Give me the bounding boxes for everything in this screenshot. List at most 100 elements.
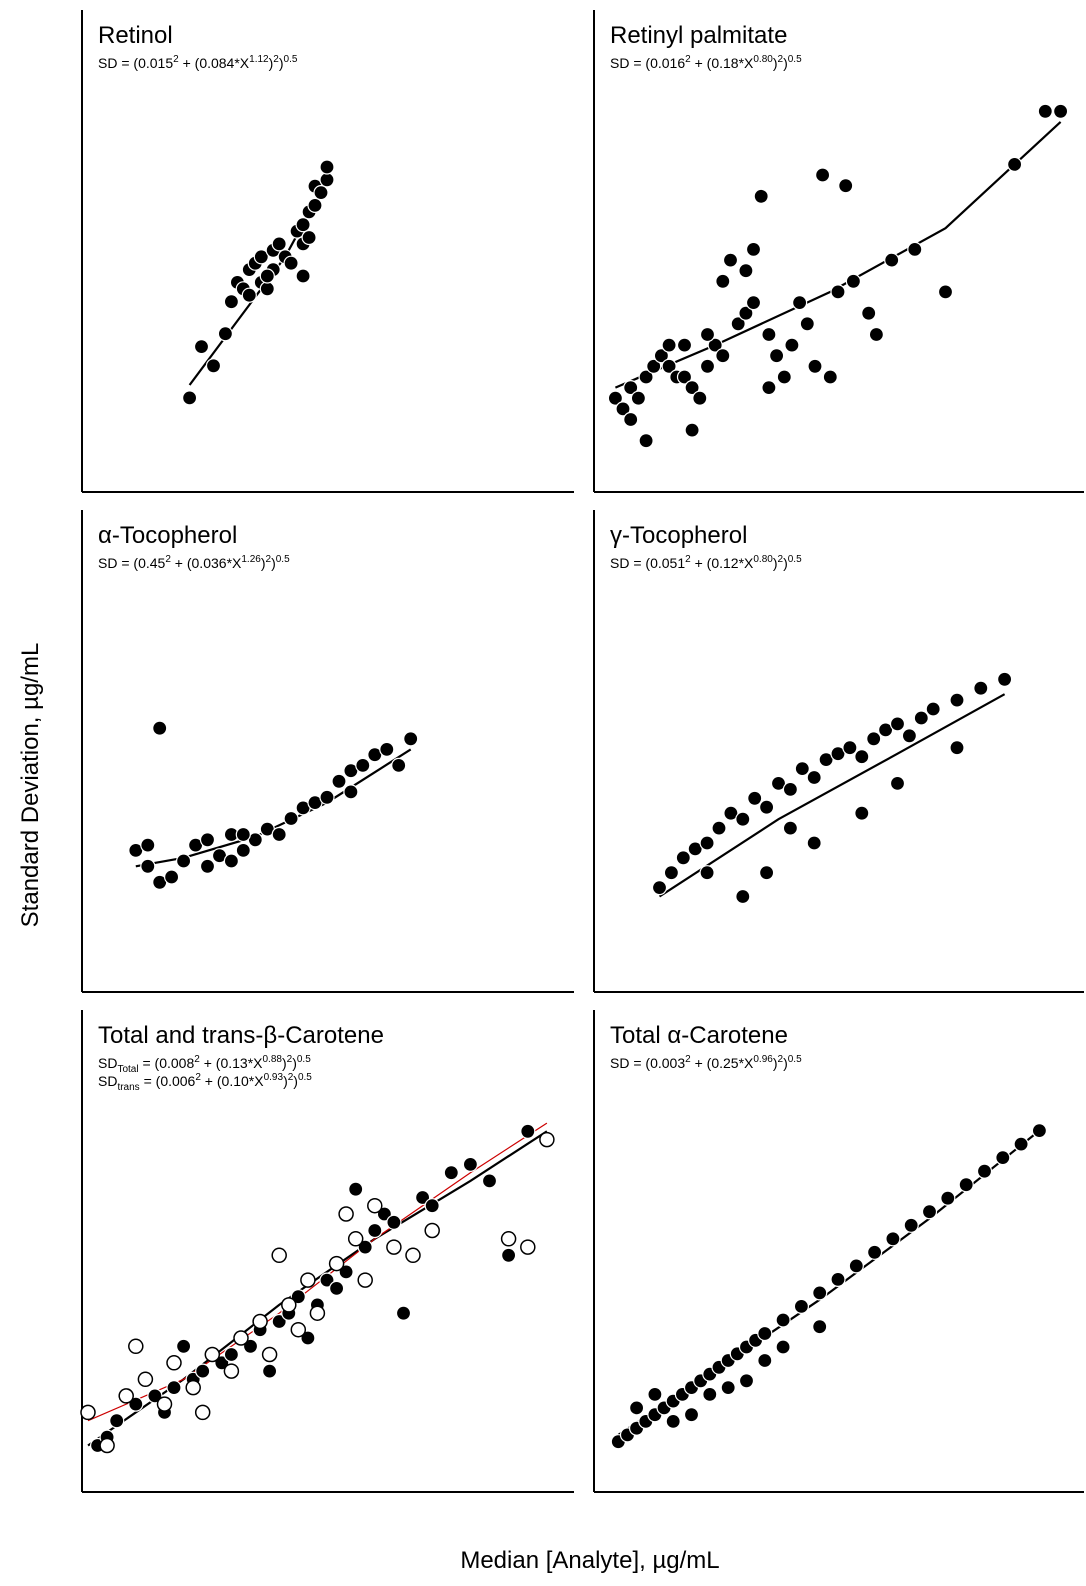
data-point bbox=[638, 369, 654, 385]
data-point bbox=[253, 249, 269, 265]
equation-part: = ( bbox=[629, 55, 650, 71]
data-point bbox=[768, 348, 785, 364]
equation-part: *X bbox=[234, 55, 249, 71]
data-point bbox=[683, 1407, 700, 1423]
data-point bbox=[937, 284, 954, 300]
data-point bbox=[501, 1247, 517, 1263]
data-point-open bbox=[233, 1330, 249, 1346]
data-point bbox=[262, 1363, 278, 1379]
data-point bbox=[868, 326, 885, 343]
data-point bbox=[331, 773, 347, 789]
equation-part: 2 bbox=[288, 1072, 294, 1083]
equation-part: 0.80 bbox=[753, 54, 773, 65]
equation-part: 2 bbox=[685, 1054, 691, 1065]
data-point bbox=[271, 236, 287, 252]
data-point bbox=[205, 358, 222, 374]
data-point bbox=[176, 1338, 192, 1354]
data-point bbox=[623, 380, 639, 396]
data-point bbox=[720, 1379, 736, 1396]
data-point bbox=[415, 1189, 431, 1206]
data-point bbox=[1031, 1122, 1048, 1139]
data-point-open bbox=[281, 1297, 297, 1313]
data-point bbox=[775, 1339, 791, 1355]
equation-part: ) bbox=[293, 1073, 298, 1089]
data-point bbox=[738, 1373, 755, 1389]
data-point bbox=[676, 369, 693, 385]
data-point-open bbox=[357, 1272, 373, 1288]
equation-part: SD bbox=[610, 55, 629, 71]
equation-part: = ( bbox=[139, 1055, 160, 1071]
data-point bbox=[793, 1298, 810, 1315]
equation-part: 0.016 bbox=[650, 55, 685, 71]
equation-part: + ( bbox=[171, 555, 192, 571]
equation-part: ) bbox=[261, 555, 266, 571]
equation-part: 2 bbox=[195, 1072, 201, 1083]
data-point bbox=[775, 1312, 791, 1328]
data-point-open bbox=[367, 1197, 383, 1214]
data-point bbox=[747, 790, 763, 806]
data-point bbox=[647, 1386, 663, 1403]
data-point bbox=[949, 692, 965, 708]
data-point bbox=[889, 716, 906, 732]
equation-part: 0.5 bbox=[298, 1072, 312, 1083]
data-point-open bbox=[520, 1239, 536, 1255]
data-point bbox=[699, 835, 715, 851]
data-point bbox=[665, 1413, 681, 1430]
data-point bbox=[1052, 103, 1069, 119]
data-point bbox=[996, 671, 1013, 687]
data-point bbox=[889, 775, 906, 792]
data-point bbox=[885, 1231, 901, 1247]
data-point bbox=[830, 746, 846, 762]
data-point bbox=[329, 1280, 345, 1297]
panel-title: Total α-Carotene bbox=[610, 1022, 788, 1049]
equation-part: 2 bbox=[778, 554, 784, 565]
equation-part: 0.5 bbox=[788, 1054, 802, 1065]
data-point bbox=[379, 741, 395, 758]
equation-part: Total bbox=[117, 1064, 138, 1075]
data-point-open bbox=[156, 1396, 173, 1412]
data-point bbox=[799, 316, 815, 332]
equation-part: ) bbox=[783, 55, 788, 71]
data-point bbox=[355, 757, 371, 774]
data-point-open bbox=[386, 1239, 402, 1255]
data-point bbox=[940, 1190, 956, 1206]
data-point bbox=[715, 348, 731, 364]
data-point bbox=[1013, 1136, 1029, 1152]
data-point bbox=[730, 316, 746, 332]
data-point bbox=[367, 1222, 383, 1239]
data-point bbox=[903, 1217, 919, 1233]
equation: SD = (0.0162 + (0.18*X0.80)2)0.5 bbox=[610, 54, 802, 71]
data-point-open bbox=[405, 1247, 421, 1264]
data-point bbox=[109, 1413, 125, 1429]
data-point bbox=[687, 841, 703, 857]
data-point bbox=[403, 731, 419, 747]
data-point-open bbox=[137, 1371, 154, 1388]
equation-part: 2 bbox=[173, 54, 179, 65]
data-point bbox=[806, 835, 822, 851]
data-point bbox=[684, 380, 700, 396]
data-point bbox=[520, 1123, 536, 1139]
data-point-open bbox=[347, 1231, 364, 1247]
data-point bbox=[443, 1165, 459, 1181]
equation-part: = ( bbox=[629, 1055, 650, 1071]
equation-part: SD bbox=[610, 555, 629, 571]
data-point bbox=[925, 701, 941, 717]
equation-part: ) bbox=[773, 55, 778, 71]
data-point bbox=[866, 1244, 883, 1260]
equation-part: + ( bbox=[691, 55, 712, 71]
equation-part: 0.051 bbox=[650, 555, 685, 571]
data-point bbox=[949, 740, 965, 756]
data-point bbox=[663, 865, 680, 881]
data-point bbox=[782, 781, 799, 798]
data-point bbox=[259, 281, 275, 297]
data-point-open bbox=[118, 1388, 134, 1404]
equation-part: 0.45 bbox=[138, 555, 165, 571]
data-point bbox=[199, 858, 216, 874]
panel-title: Retinyl palmitate bbox=[610, 22, 787, 49]
data-point bbox=[738, 305, 754, 321]
data-point bbox=[854, 805, 870, 821]
equation-part: 0.13 bbox=[220, 1055, 247, 1071]
equation-part: 0.12 bbox=[711, 555, 738, 571]
